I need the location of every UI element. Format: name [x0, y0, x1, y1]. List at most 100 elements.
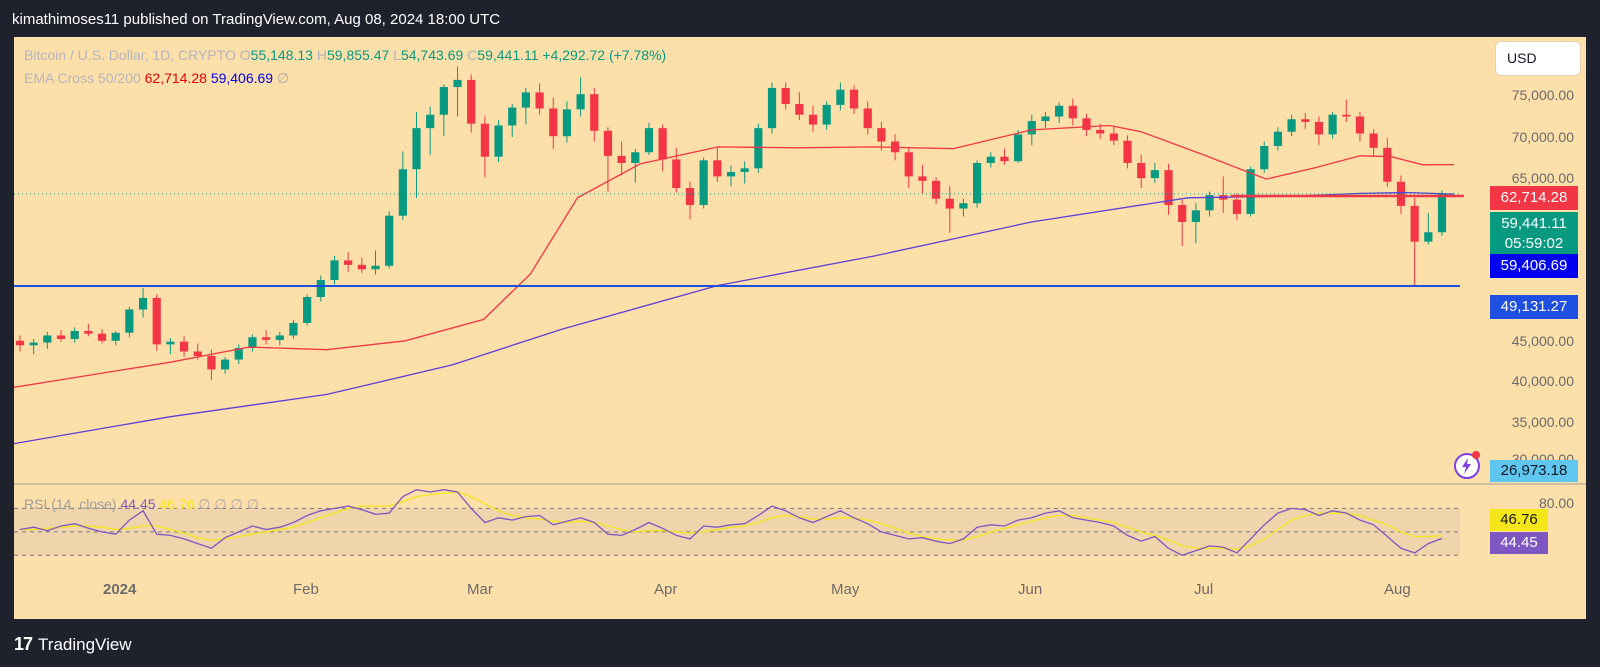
- candle-body: [1246, 169, 1255, 214]
- candle-body: [125, 309, 134, 333]
- candle: [152, 294, 161, 351]
- last-price-tag: 59,441.11 05:59:02: [1490, 212, 1578, 256]
- candle-body: [275, 335, 284, 340]
- tradingview-logo-icon: 17: [14, 634, 33, 654]
- currency-button[interactable]: USD: [1496, 42, 1580, 75]
- candle-body: [836, 89, 845, 105]
- candle-body: [986, 156, 995, 163]
- candle-body: [385, 215, 394, 266]
- month-label: May: [831, 581, 860, 598]
- candle: [248, 334, 257, 352]
- candle-body: [808, 114, 818, 125]
- candle: [644, 122, 654, 155]
- candle-body: [603, 130, 613, 156]
- candle: [439, 84, 448, 137]
- candle: [631, 148, 640, 183]
- candle-body: [713, 160, 722, 177]
- candle-body: [658, 128, 667, 160]
- candle-body: [398, 169, 407, 216]
- footer-brand[interactable]: 17 TradingView: [14, 634, 132, 655]
- candle: [371, 250, 380, 275]
- candle-body: [644, 128, 654, 153]
- candle-body: [1096, 129, 1105, 134]
- price-chart[interactable]: [14, 37, 1586, 619]
- rsi-legend-ma: 46.76: [159, 496, 195, 512]
- candle-body: [1342, 114, 1351, 117]
- candle: [576, 77, 585, 117]
- candle-body: [138, 297, 148, 310]
- candle: [521, 87, 531, 125]
- ema-label[interactable]: EMA Cross 50/200: [24, 70, 141, 86]
- candle: [111, 330, 120, 346]
- candle: [877, 121, 886, 151]
- candle: [1082, 113, 1091, 137]
- candle: [1355, 112, 1365, 142]
- last-price-value: 59,441.11: [1501, 215, 1567, 232]
- candle-body: [1109, 133, 1118, 141]
- candle: [398, 151, 407, 221]
- candle: [412, 112, 421, 198]
- candle: [1273, 127, 1283, 151]
- candle: [262, 330, 271, 345]
- candle-body: [918, 176, 927, 181]
- rsi-label[interactable]: RSI (14, close): [24, 496, 117, 512]
- month-label: 2024: [103, 581, 137, 598]
- candle: [1055, 102, 1064, 123]
- candle-body: [330, 260, 339, 281]
- candle: [1328, 112, 1337, 139]
- candle: [1369, 129, 1378, 156]
- chart-area[interactable]: Bitcoin / U.S. Dollar, 1D, CRYPTO O55,14…: [14, 37, 1586, 619]
- candle: [849, 85, 859, 114]
- symbol-title[interactable]: Bitcoin / U.S. Dollar, 1D, CRYPTO: [24, 47, 236, 63]
- candle-body: [1410, 205, 1419, 242]
- candle: [426, 106, 435, 155]
- candle: [1301, 112, 1310, 130]
- candle-body: [549, 108, 558, 137]
- candle-body: [220, 359, 230, 370]
- rsi-legend-extra: ∅ ∅ ∅ ∅: [198, 496, 259, 512]
- candle: [986, 152, 995, 168]
- price-tick: 45,000.00: [1511, 333, 1574, 349]
- candle: [166, 338, 175, 355]
- candle-body: [904, 152, 913, 177]
- candle: [1219, 176, 1228, 214]
- candle: [1205, 191, 1214, 217]
- candle: [931, 177, 941, 205]
- candle: [767, 82, 777, 134]
- candle-body: [1164, 170, 1173, 205]
- candle-body: [1041, 116, 1050, 121]
- candle-body: [111, 332, 120, 341]
- candle: [1314, 116, 1324, 146]
- month-label: Mar: [467, 581, 493, 598]
- candle: [973, 160, 982, 208]
- month-label: Jul: [1194, 581, 1214, 598]
- candle-body: [439, 87, 448, 115]
- candle-body: [1000, 156, 1009, 162]
- candle: [1396, 175, 1406, 214]
- candle-body: [97, 333, 107, 341]
- candle: [535, 83, 544, 115]
- price-tick: 65,000.00: [1511, 170, 1574, 186]
- candle: [781, 82, 790, 110]
- candle-body: [1396, 181, 1406, 206]
- candle-body: [1424, 232, 1433, 242]
- price-tick: 70,000.00: [1511, 129, 1574, 145]
- candle-body: [467, 79, 476, 124]
- candle: [494, 120, 503, 163]
- candle-body: [945, 198, 954, 209]
- candle: [959, 198, 968, 217]
- candle-body: [179, 341, 189, 352]
- candle-body: [84, 330, 93, 334]
- countdown-value: 05:59:02: [1504, 235, 1564, 252]
- candle-body: [371, 265, 380, 270]
- candle: [453, 66, 462, 117]
- candle: [357, 257, 366, 273]
- candle: [904, 147, 913, 189]
- rsi-line: [19, 489, 1443, 557]
- candle-body: [1232, 199, 1242, 214]
- candle-body: [1383, 147, 1392, 182]
- candle-body: [1178, 204, 1187, 222]
- candle-body: [1355, 116, 1365, 134]
- candle: [1232, 193, 1242, 221]
- candle: [562, 101, 572, 143]
